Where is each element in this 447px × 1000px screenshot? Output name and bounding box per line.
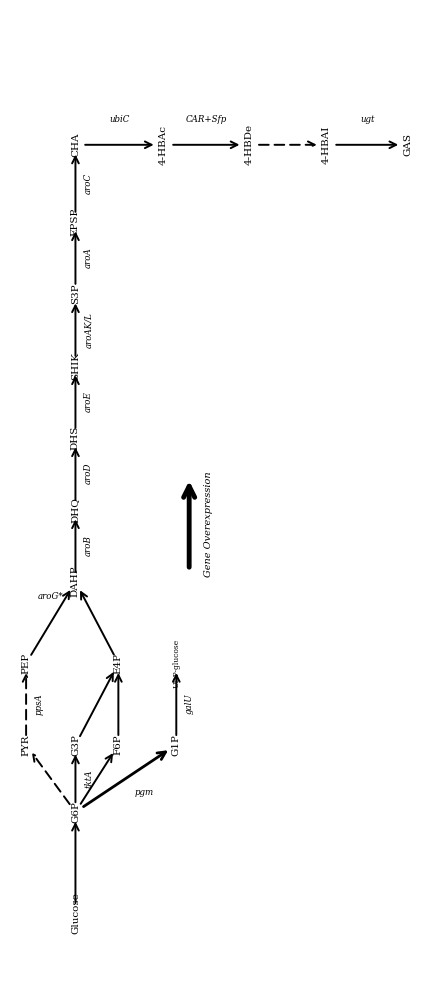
Text: Gene Overexpression: Gene Overexpression [204, 471, 213, 577]
Text: aroAK/L: aroAK/L [84, 312, 93, 348]
Text: F6P: F6P [114, 734, 123, 755]
Text: pgm: pgm [135, 788, 154, 797]
Text: aroB: aroB [84, 535, 93, 556]
Text: 4-HBAc: 4-HBAc [159, 125, 168, 165]
Text: GAS: GAS [404, 133, 413, 156]
Text: DHS: DHS [71, 425, 80, 450]
Text: CAR+Sfp: CAR+Sfp [186, 115, 227, 124]
Text: ubiC: ubiC [109, 115, 130, 124]
Text: DAHP: DAHP [71, 566, 80, 597]
Text: SHIK: SHIK [71, 352, 80, 380]
Text: aroD: aroD [84, 463, 93, 484]
Text: aroA: aroA [84, 247, 93, 268]
Text: DHQ: DHQ [71, 497, 80, 523]
Text: G3P: G3P [71, 734, 80, 756]
Text: EPSP: EPSP [71, 207, 80, 236]
Text: CHA: CHA [71, 133, 80, 157]
Text: aroG*: aroG* [38, 592, 63, 601]
Text: 4-HBAI: 4-HBAI [322, 126, 331, 164]
Text: galU: galU [185, 694, 194, 714]
Text: aroC: aroC [84, 173, 93, 194]
Text: E4P: E4P [114, 653, 123, 674]
Text: PYR: PYR [21, 734, 30, 756]
Text: S3P: S3P [71, 283, 80, 304]
Text: PEP: PEP [21, 653, 30, 674]
Text: G6P: G6P [71, 801, 80, 823]
Text: aroE: aroE [84, 391, 93, 412]
Text: tktA: tktA [84, 769, 93, 788]
Text: ugt: ugt [360, 115, 375, 124]
Text: UDP-glucose: UDP-glucose [172, 639, 180, 688]
Text: Glucose: Glucose [71, 892, 80, 934]
Text: ppsA: ppsA [35, 693, 44, 715]
Text: G1P: G1P [172, 734, 181, 756]
Text: 4-HBDe: 4-HBDe [245, 124, 254, 165]
